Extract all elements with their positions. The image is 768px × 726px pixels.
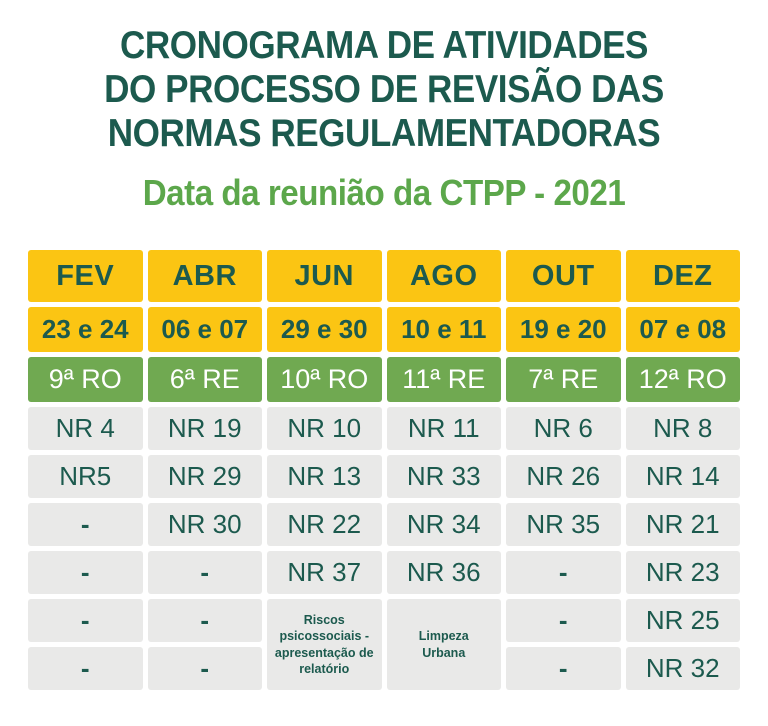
session-label-out: 7ª RE — [506, 357, 621, 402]
nr-cell: NR 21 — [625, 503, 740, 546]
activity-cell-riscos-psicossociais: Riscos psicossociais - apresentação de r… — [267, 599, 382, 690]
nr-cell: NR 19 — [147, 407, 262, 450]
nr-cell: NR5 — [28, 455, 143, 498]
nr-cell: NR 14 — [625, 455, 740, 498]
empty-cell: - — [28, 647, 143, 690]
session-label-fev: 9ª RO — [28, 357, 143, 402]
nr-cell: NR 22 — [267, 503, 382, 546]
nr-cell: NR 34 — [386, 503, 501, 546]
activity-text: Riscos psicossociais - apresentação de r… — [274, 612, 374, 677]
nr-cell: NR 36 — [386, 551, 501, 594]
nr-cell: NR 32 — [625, 647, 740, 690]
header: CRONOGRAMA DE ATIVIDADES DO PROCESSO DE … — [0, 0, 768, 214]
subtitle: Data da reunião da CTPP - 2021 — [142, 172, 626, 213]
nr-cell: NR 11 — [386, 407, 501, 450]
session-label-dez: 12ª RO — [625, 357, 740, 402]
nr-cell: NR 26 — [506, 455, 621, 498]
session-label-abr: 6ª RE — [147, 357, 262, 402]
meeting-dates-ago: 10 e 11 — [386, 307, 501, 352]
title-line-3: NORMAS REGULAMENTADORAS — [107, 112, 661, 155]
month-header-out: OUT — [506, 250, 621, 302]
empty-cell: - — [28, 503, 143, 546]
empty-cell: - — [506, 647, 621, 690]
month-header-fev: FEV — [28, 250, 143, 302]
month-header-abr: ABR — [147, 250, 262, 302]
empty-cell: - — [147, 647, 262, 690]
month-header-jun: JUN — [267, 250, 382, 302]
empty-cell: - — [28, 551, 143, 594]
nr-cell: NR 10 — [267, 407, 382, 450]
nr-cell: NR 35 — [506, 503, 621, 546]
nr-cell: NR 13 — [267, 455, 382, 498]
title-line-1: CRONOGRAMA DE ATIVIDADES — [119, 24, 649, 67]
activity-cell-limpeza-urbana: Limpeza Urbana — [386, 599, 501, 690]
nr-cell: NR 33 — [386, 455, 501, 498]
empty-cell: - — [506, 599, 621, 642]
nr-cell: NR 8 — [625, 407, 740, 450]
month-header-ago: AGO — [386, 250, 501, 302]
page-title: CRONOGRAMA DE ATIVIDADES DO PROCESSO DE … — [38, 24, 729, 156]
session-label-jun: 10ª RO — [267, 357, 382, 402]
nr-cell: NR 25 — [625, 599, 740, 642]
meeting-dates-out: 19 e 20 — [506, 307, 621, 352]
nr-cell: NR 37 — [267, 551, 382, 594]
month-header-dez: DEZ — [625, 250, 740, 302]
schedule-table: FEV ABR JUN AGO OUT DEZ 23 e 24 06 e 07 … — [28, 250, 740, 690]
nr-cell: NR 29 — [147, 455, 262, 498]
activity-text: Limpeza Urbana — [418, 629, 469, 660]
meeting-dates-fev: 23 e 24 — [28, 307, 143, 352]
session-label-ago: 11ª RE — [386, 357, 501, 402]
meeting-dates-jun: 29 e 30 — [267, 307, 382, 352]
empty-cell: - — [147, 551, 262, 594]
nr-cell: NR 23 — [625, 551, 740, 594]
meeting-dates-dez: 07 e 08 — [625, 307, 740, 352]
nr-cell: NR 6 — [506, 407, 621, 450]
meeting-dates-abr: 06 e 07 — [147, 307, 262, 352]
empty-cell: - — [147, 599, 262, 642]
title-line-2: DO PROCESSO DE REVISÃO DAS — [104, 68, 664, 111]
empty-cell: - — [506, 551, 621, 594]
nr-cell: NR 30 — [147, 503, 262, 546]
nr-cell: NR 4 — [28, 407, 143, 450]
empty-cell: - — [28, 599, 143, 642]
